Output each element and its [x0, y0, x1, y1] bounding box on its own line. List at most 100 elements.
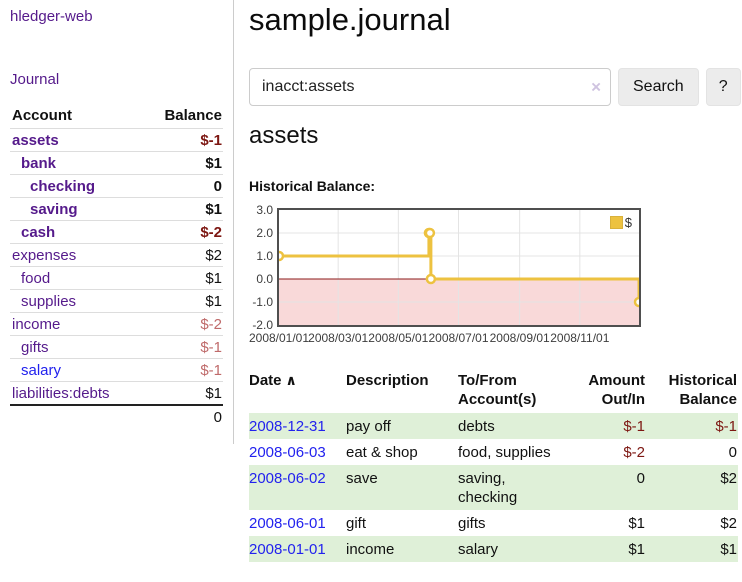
register-cell-amount: $1	[628, 514, 645, 532]
register-cell-date: 2008-01-01	[249, 536, 346, 562]
account-heading: assets	[249, 122, 319, 149]
register-cell-description: income	[346, 540, 395, 558]
account-balance: $-1	[148, 335, 223, 359]
register-cell-balance: $2	[720, 514, 737, 532]
transaction-date-link[interactable]: 2008-06-02	[249, 469, 326, 487]
account-row: income $-2	[10, 312, 223, 336]
sidebar-account-checking[interactable]: checking	[30, 177, 96, 195]
sidebar-account-salary[interactable]: salary	[21, 361, 62, 379]
search-input[interactable]	[249, 68, 611, 106]
accounts-total-value: 0	[148, 404, 223, 428]
account-row: saving $1	[10, 197, 223, 221]
transaction-date-link[interactable]: 2008-06-03	[249, 443, 326, 461]
y-axis-tick: -2.0	[252, 318, 273, 332]
register-cell-balance: $-1	[715, 417, 737, 435]
x-axis-tick: 2008/09/01	[489, 331, 550, 345]
sidebar-account-expenses[interactable]: expenses	[12, 246, 77, 264]
account-row: bank $1	[10, 151, 223, 175]
y-axis-tick: 1.0	[256, 249, 273, 263]
account-balance: $-1	[148, 128, 223, 152]
account-balance: $1	[148, 289, 223, 313]
x-axis-tick: 2008/05/01	[368, 331, 429, 345]
chart-plot-area[interactable]: $	[277, 208, 641, 327]
register-cell-amount: 0	[636, 469, 645, 487]
accounts-total-row: 0	[10, 404, 223, 428]
register-cell-accounts: salary	[458, 540, 499, 558]
transaction-date-link[interactable]: 2008-01-01	[249, 540, 326, 558]
historical-balance-chart: $ 2008/01/01 2008/03/01 2008/05/01 2008/07/…	[249, 204, 649, 354]
sidebar-account-supplies[interactable]: supplies	[21, 292, 77, 310]
x-axis-labels: 2008/01/01 2008/03/01 2008/05/01 2008/07/01…	[249, 331, 639, 347]
register-header-amount: Amount Out/In	[588, 372, 645, 408]
x-axis-tick: 2008/07/01	[428, 331, 489, 345]
sidebar-account-food[interactable]: food	[21, 269, 51, 287]
account-balance: $1	[148, 151, 223, 175]
account-row: salary $-1	[10, 358, 223, 382]
main-content: sample.journal × Search ? assets Histori…	[234, 0, 742, 562]
y-axis-tick: 3.0	[256, 203, 273, 217]
register-cell-accounts: debts	[458, 417, 495, 435]
account-balance: $-2	[148, 220, 223, 244]
sidebar-account-assets[interactable]: assets	[12, 131, 59, 149]
clear-search-icon[interactable]: ×	[591, 77, 601, 97]
search-button[interactable]: Search	[618, 68, 699, 106]
register-cell-date: 2008-06-01	[249, 510, 346, 536]
register-cell-date: 2008-06-03	[249, 439, 346, 465]
sidebar-account-liabilities-debts[interactable]: liabilities:debts	[12, 384, 110, 402]
account-row: checking 0	[10, 174, 223, 198]
x-axis-tick: 2008/01/01	[248, 331, 310, 345]
sidebar-account-saving[interactable]: saving	[30, 200, 78, 218]
register-cell-balance: $2	[720, 469, 737, 487]
transaction-date-link[interactable]: 2008-12-31	[249, 417, 326, 435]
register-cell-amount: $-1	[623, 417, 645, 435]
search-form: × Search ?	[249, 68, 741, 106]
register-cell-description: gift	[346, 514, 367, 532]
transaction-date-link[interactable]: 2008-06-01	[249, 514, 326, 532]
account-balance: $1	[148, 197, 223, 221]
account-row: supplies $1	[10, 289, 223, 313]
sidebar-account-cash[interactable]: cash	[21, 223, 56, 241]
sort-ascending-icon: ∧	[285, 372, 297, 388]
register-row: 2008-06-03 eat & shop food, supplies $-2 0	[249, 439, 738, 465]
chart-title: Historical Balance:	[249, 178, 376, 194]
app: hledger-web Journal Account Balance asse…	[10, 0, 742, 562]
account-balance: $1	[148, 381, 223, 405]
accounts-header-account: Account	[12, 107, 72, 124]
x-axis-tick: 2008/11/01	[550, 331, 610, 345]
register-row: 2008-12-31 pay off debts $-1 $-1	[249, 413, 738, 439]
register-cell-description: eat & shop	[346, 443, 418, 461]
register-cell-date: 2008-06-02	[249, 465, 346, 510]
sidebar-account-income[interactable]: income	[12, 315, 61, 333]
account-balance: $-1	[148, 358, 223, 382]
legend-label: $	[624, 215, 632, 230]
page-title: sample.journal	[249, 2, 451, 37]
register-header-description: Description	[346, 372, 429, 389]
account-balance: $2	[148, 243, 223, 267]
register-header-date[interactable]: Date ∧	[249, 372, 297, 389]
y-axis-tick: 0.0	[256, 272, 273, 286]
register-cell-amount: $1	[628, 540, 645, 558]
chart-legend: $	[607, 214, 634, 231]
help-button[interactable]: ?	[705, 68, 741, 106]
register-cell-accounts: saving, checking	[458, 469, 518, 506]
accounts-header-row: Account Balance	[10, 104, 223, 129]
register-row: 2008-01-01 income salary $1 $1	[249, 536, 738, 562]
sidebar-item-journal[interactable]: Journal	[10, 71, 60, 88]
accounts-total-spacer	[10, 404, 148, 428]
register-cell-balance: $1	[720, 540, 737, 558]
brand-link[interactable]: hledger-web	[10, 8, 93, 25]
account-balance: 0	[148, 174, 223, 198]
accounts-table: Account Balance assets $-1 bank $1 checking 0…	[10, 104, 223, 428]
register-cell-accounts: gifts	[458, 514, 486, 532]
legend-swatch-icon	[609, 216, 623, 229]
account-row: food $1	[10, 266, 223, 290]
account-row: gifts $-1	[10, 335, 223, 359]
register-cell-amount: $-2	[623, 443, 645, 461]
sidebar-account-bank[interactable]: bank	[21, 154, 57, 172]
search-box: ×	[249, 68, 611, 106]
accounts-header-balance: Balance	[164, 107, 222, 124]
register-cell-date: 2008-12-31	[249, 413, 346, 439]
y-axis-tick: 2.0	[256, 226, 273, 240]
sidebar-account-gifts[interactable]: gifts	[21, 338, 49, 356]
register-row: 2008-06-02 save saving, checking 0 $2	[249, 465, 738, 510]
